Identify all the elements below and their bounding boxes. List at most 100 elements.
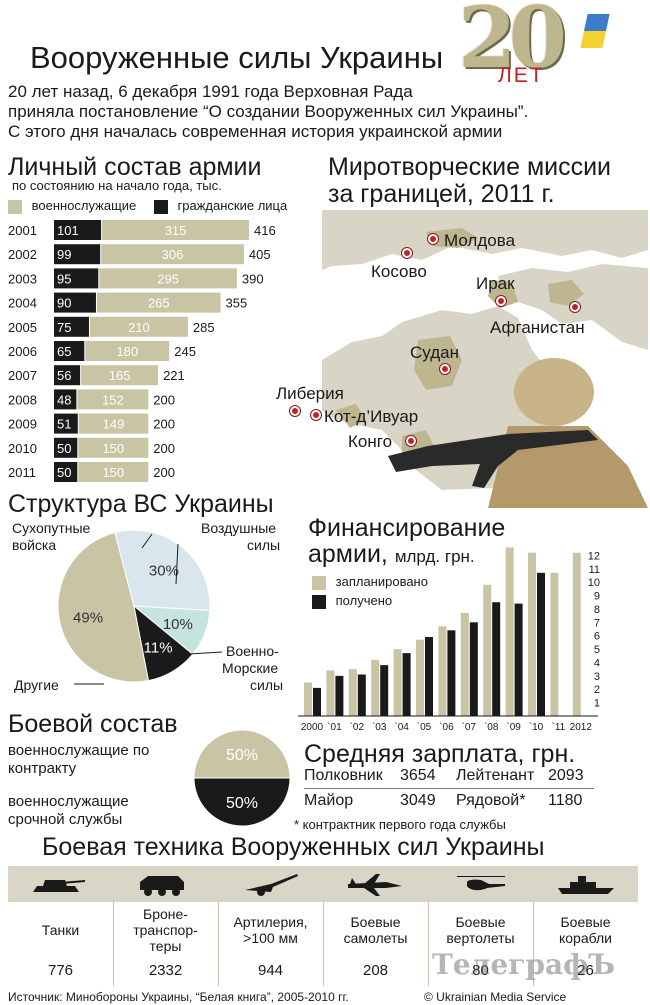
- equipment-label: Боевые самолеты: [323, 914, 428, 946]
- salary-value: 3654: [400, 767, 436, 784]
- funding-chart: 2000 `01 `02 `03 `04 `05 `06 `07 `08 `09 `10 `11 201…: [298, 547, 600, 733]
- salary-rank: Лейтенант: [456, 767, 535, 784]
- label-land-forces-2: войска: [12, 537, 57, 553]
- salary-rank: Рядовой*: [456, 788, 548, 813]
- marker-kosovo: [402, 248, 412, 258]
- civilian-value-label: 99: [57, 247, 71, 262]
- year-tick-label: 2000: [301, 722, 324, 733]
- bar-planned: [438, 626, 447, 716]
- military-value-label: 165: [109, 368, 131, 383]
- military-value-label: 306: [162, 247, 184, 262]
- bar-planned: [483, 584, 492, 716]
- country-label-kosovo: Косово: [371, 262, 427, 281]
- year-tick-label: `02: [350, 721, 365, 733]
- year-tick-label: 2012: [570, 722, 593, 733]
- label-air-forces-1: Воздушные: [201, 520, 277, 536]
- pie-percent-label: 50%: [226, 747, 258, 764]
- combat-contract-1: военнослужащие по: [8, 742, 150, 759]
- salary-rank: Майор: [304, 788, 400, 813]
- bar-civilian: [54, 341, 85, 361]
- bar-civilian: [54, 437, 78, 458]
- country-label-moldova: Молдова: [444, 231, 516, 250]
- salary-footnote: * контрактник первого года службы: [294, 817, 506, 832]
- pie-slice: [193, 777, 291, 827]
- combat-conscript-1: военнослужащие: [8, 793, 129, 810]
- bar-military: [89, 316, 188, 337]
- total-value-label: 245: [174, 344, 196, 359]
- marker-iraq: [496, 296, 506, 306]
- label-other: Другие: [14, 677, 59, 693]
- salary-value: 3049: [400, 788, 456, 813]
- bar-military: [102, 220, 250, 240]
- civilian-value-label: 95: [57, 271, 71, 286]
- bar-civilian: [54, 389, 77, 410]
- label-navy-1: Военно-: [226, 643, 279, 659]
- civilian-value-label: 48: [57, 392, 71, 407]
- total-value-label: 355: [226, 296, 248, 311]
- equipment-label-line: самолеты: [343, 930, 408, 946]
- soldier-illustration: [388, 358, 648, 508]
- y-tick-label: 2: [594, 684, 600, 696]
- civilian-value-label: 50: [57, 441, 71, 456]
- salary-title: Средняя зарплата, грн.: [304, 740, 576, 768]
- equipment-table: Танки 776 Броне-транспор-теры 2332 Артилерия…: [8, 866, 638, 990]
- leader-line: [141, 533, 153, 549]
- equipment-label-line: Боевые: [560, 914, 611, 930]
- year-tick-label: 2011: [8, 465, 36, 480]
- label-air-forces-2: силы: [247, 537, 281, 553]
- bar-received: [357, 674, 366, 716]
- pie-percent-label: 49%: [73, 609, 103, 626]
- legend-military-label: военнослужащие: [31, 198, 137, 213]
- equipment-count: 80: [472, 962, 489, 979]
- marker-congo: [406, 436, 416, 446]
- y-tick-label: 1: [594, 698, 600, 710]
- legend-received-label: получено: [335, 593, 393, 608]
- column-divider: [218, 902, 219, 986]
- bar-civilian: [54, 316, 89, 337]
- bar-planned: [505, 547, 514, 716]
- year-tick-label: `10: [529, 721, 544, 733]
- bar-civilian: [54, 365, 81, 386]
- page-title: Вооруженные силы Украины: [30, 40, 444, 75]
- leader-line: [155, 651, 223, 657]
- year-tick-label: 2006: [8, 344, 37, 359]
- year-tick-label: 2008: [8, 392, 37, 407]
- equipment-icon-strip: [8, 866, 638, 902]
- pie-percent-label: 10%: [163, 616, 193, 633]
- funding-title-2: армии, млрд. грн.: [308, 540, 475, 569]
- y-tick-label: 3: [594, 671, 600, 683]
- pie-slice: [57, 531, 150, 683]
- equipment-count: 2332: [148, 962, 183, 979]
- funding-unit: млрд. грн.: [394, 547, 475, 566]
- ship-icon: [557, 876, 614, 894]
- year-tick-label: `11: [552, 721, 566, 733]
- military-value-label: 149: [103, 417, 125, 432]
- legend-civil-label: гражданские лица: [177, 198, 288, 213]
- y-tick-label: 11: [589, 564, 600, 576]
- bar-received: [537, 572, 545, 716]
- salary-value: 2093: [548, 767, 584, 784]
- equipment-label-line: Танки: [41, 922, 80, 938]
- military-value-label: 315: [165, 223, 187, 238]
- total-value-label: 200: [153, 417, 175, 432]
- map-ukraine-highlight: [426, 228, 478, 248]
- civilian-value-label: 90: [57, 296, 71, 311]
- equipment-label: Танки: [8, 922, 113, 938]
- funding-title-word: армии,: [308, 540, 388, 568]
- bar-military: [81, 365, 159, 386]
- total-value-label: 200: [153, 441, 175, 456]
- year-tick-label: `06: [439, 721, 454, 733]
- bar-planned: [371, 659, 380, 716]
- personnel-chart: 2001 101 315 416 2002 99 306 405 2003 95 295 390 200…: [8, 220, 276, 482]
- bar-military: [85, 341, 170, 361]
- bar-planned: [460, 612, 469, 716]
- logo-flag-mark: [580, 14, 610, 48]
- anniversary-logo-word: ЛЕТ: [498, 64, 545, 87]
- equipment-count: 208: [362, 962, 389, 979]
- marker-moldova: [428, 234, 438, 244]
- bar-civilian: [54, 413, 78, 434]
- military-value-label: 265: [148, 296, 170, 311]
- missions-title-1: Миротворческие миссии: [328, 153, 612, 181]
- country-label-iraq: Ирак: [476, 274, 515, 293]
- funding-legend-received: получено: [312, 593, 392, 609]
